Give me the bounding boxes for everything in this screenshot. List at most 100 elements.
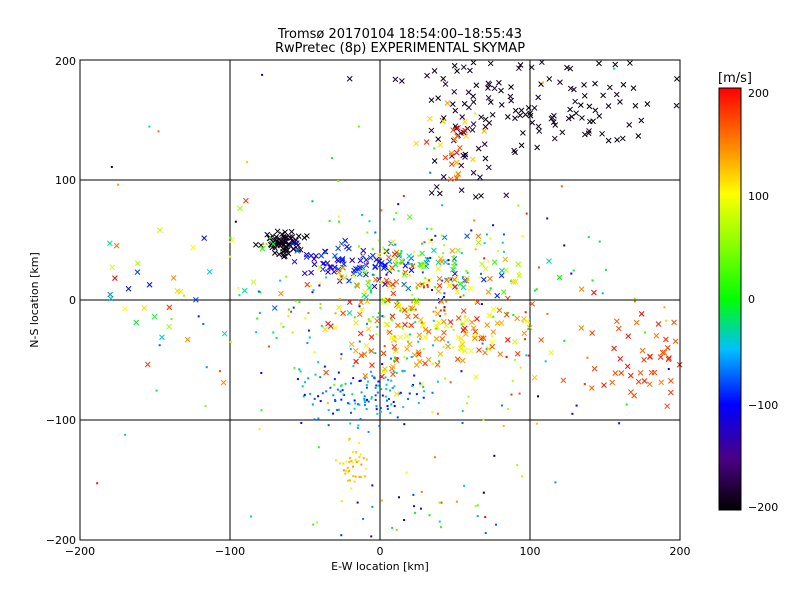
data-point-dot xyxy=(459,296,462,299)
data-point-dot xyxy=(334,400,337,403)
data-point-x xyxy=(311,261,318,268)
data-point-dot xyxy=(397,270,400,273)
data-point-dot xyxy=(357,403,360,406)
data-point-dot xyxy=(384,395,387,398)
data-point-x xyxy=(279,231,285,238)
data-point-x xyxy=(499,267,505,274)
data-point-dot xyxy=(414,321,417,324)
data-point-x xyxy=(422,334,429,340)
data-point-x xyxy=(283,247,290,253)
data-point-x xyxy=(531,374,538,381)
data-point-dot xyxy=(304,317,307,320)
data-point-dot xyxy=(403,356,406,359)
data-point-dot xyxy=(301,385,304,388)
data-point-dot xyxy=(625,403,628,406)
data-point-x xyxy=(504,295,511,302)
data-point-dot xyxy=(365,322,368,325)
data-point-dot xyxy=(501,241,504,244)
data-point-dot xyxy=(197,315,200,318)
data-point-x xyxy=(436,275,443,282)
data-point-dot xyxy=(521,475,524,478)
chart-title: Tromsø 20170104 18:54:00–18:55:43 xyxy=(277,27,522,42)
data-point-x xyxy=(648,369,655,376)
data-point-x xyxy=(317,264,323,271)
data-point-x xyxy=(469,319,475,326)
data-point-x xyxy=(407,305,414,311)
data-point-dot xyxy=(420,283,423,286)
data-point-x xyxy=(301,234,308,241)
data-point-x xyxy=(441,329,447,336)
data-point-x xyxy=(380,265,387,272)
data-point-x xyxy=(605,137,612,144)
data-point-dot xyxy=(464,315,467,318)
data-point-dot xyxy=(386,331,389,334)
data-point-dot xyxy=(204,405,207,408)
data-point-x xyxy=(190,244,196,251)
data-point-x xyxy=(411,352,418,358)
data-point-dot xyxy=(413,505,416,508)
data-point-x xyxy=(601,382,607,388)
data-point-dot xyxy=(338,244,341,247)
data-point-x xyxy=(521,315,527,322)
data-point-dot xyxy=(337,371,340,374)
data-point-x xyxy=(456,145,463,151)
data-point-dot xyxy=(393,359,396,362)
data-point-dot xyxy=(396,416,399,419)
data-point-x xyxy=(433,336,440,342)
data-point-x xyxy=(349,257,356,264)
data-point-x xyxy=(586,103,593,110)
data-point-dot xyxy=(157,130,160,133)
data-point-x xyxy=(384,321,391,327)
data-point-x xyxy=(372,264,378,271)
data-point-x xyxy=(546,76,553,82)
data-point-dot xyxy=(572,269,575,272)
data-point-dot xyxy=(426,285,429,288)
data-point-dot xyxy=(370,535,373,538)
data-point-x xyxy=(357,330,364,337)
data-point-x xyxy=(363,257,370,263)
data-point-dot xyxy=(183,294,186,297)
data-point-dot xyxy=(385,388,388,391)
data-point-dot xyxy=(351,461,354,464)
data-point-x xyxy=(396,251,403,258)
data-point-x xyxy=(458,340,465,346)
data-point-x xyxy=(297,246,304,253)
data-point-dot xyxy=(411,263,414,266)
data-point-dot xyxy=(560,185,563,188)
data-point-x xyxy=(460,64,467,71)
data-point-x xyxy=(481,141,488,147)
data-point-x xyxy=(325,269,331,275)
data-point-x xyxy=(503,192,510,199)
data-point-x xyxy=(442,154,449,161)
data-point-dot xyxy=(375,333,378,336)
data-point-x xyxy=(528,64,535,71)
data-point-x xyxy=(475,145,482,152)
data-point-dot xyxy=(371,484,374,487)
data-point-x xyxy=(402,321,408,328)
data-point-x xyxy=(658,379,665,386)
data-point-x xyxy=(478,192,484,199)
data-point-x xyxy=(390,363,396,370)
data-point-x xyxy=(470,156,476,163)
data-point-dot xyxy=(319,302,322,305)
data-point-x xyxy=(458,187,465,193)
data-point-x xyxy=(498,272,505,279)
data-point-dot xyxy=(492,315,495,318)
data-point-x xyxy=(466,104,472,111)
data-point-dot xyxy=(229,255,232,258)
data-point-dot xyxy=(392,401,395,404)
data-point-x xyxy=(399,78,405,84)
data-point-dot xyxy=(357,460,360,463)
data-point-x xyxy=(613,318,620,325)
data-point-x xyxy=(398,258,405,264)
data-point-dot xyxy=(591,279,594,282)
data-point-dot xyxy=(202,323,205,326)
data-point-dot xyxy=(442,252,445,255)
data-point-x xyxy=(326,264,333,270)
data-point-dot xyxy=(509,280,512,283)
data-point-x xyxy=(362,372,369,379)
data-point-x xyxy=(507,93,514,100)
data-point-x xyxy=(517,62,524,68)
data-point-dot xyxy=(287,315,290,318)
data-point-x xyxy=(107,291,114,298)
